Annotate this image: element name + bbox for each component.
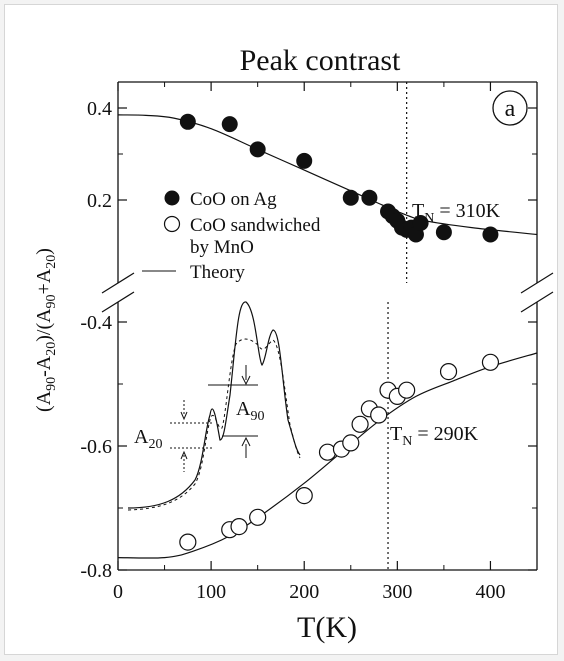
theory-curve-lower [117, 352, 538, 559]
panel-label-circle [492, 90, 528, 126]
point-coo-sandwiched [342, 434, 360, 452]
legend-label-coo-sandwiched: CoO sandwiched by MnO [190, 215, 321, 258]
inset-a20-label: A20 [134, 426, 162, 452]
panel-label: a [505, 96, 516, 122]
point-coo-on-ag [435, 224, 452, 241]
legend: CoO on Ag CoO sandwiched by MnO Theory [142, 189, 321, 283]
y-tick-label: -0.6 [80, 436, 112, 458]
figure-frame [4, 4, 558, 655]
point-coo-sandwiched [249, 508, 267, 526]
point-coo-sandwiched [351, 415, 369, 433]
point-coo-sandwiched [295, 487, 313, 505]
theory-curve-upper [117, 114, 538, 236]
point-coo-on-ag [361, 189, 378, 206]
y-axis-label: (A90-A20)/(A90+A20) [33, 248, 59, 412]
inset-a20-arrowhead-top [180, 411, 188, 421]
inset-spectrum: A90 A20 [127, 301, 301, 511]
y-tick-label: 0.4 [87, 98, 112, 120]
x-tick-label: 0 [113, 581, 123, 603]
legend-label-theory: Theory [190, 262, 245, 283]
point-coo-on-ag [482, 226, 499, 243]
point-coo-sandwiched [318, 443, 337, 461]
legend-marker-filled [164, 190, 180, 206]
tn-upper-label: TN = 310K [412, 200, 501, 226]
tn-lower-label: TN = 290K [390, 423, 479, 449]
axis-break-mask-left [110, 283, 126, 302]
inset-dashed-curve [127, 338, 301, 511]
point-coo-on-ag [412, 215, 429, 231]
point-coo-sandwiched [230, 517, 248, 536]
point-coo-on-ag [249, 141, 266, 158]
inset-solid-curve [127, 301, 301, 509]
y-tick-label: -0.4 [80, 312, 112, 334]
axis-break-mark-right-1 [520, 272, 554, 294]
inset-a20-arrowhead-bottom [180, 450, 188, 460]
point-coo-on-ag [342, 189, 359, 206]
y-tick-label: -0.8 [80, 560, 112, 582]
x-tick-label: 300 [382, 581, 412, 603]
axis-break-mark-left-1 [101, 272, 135, 294]
inset-a90-arrowhead-top [241, 375, 251, 386]
chart-title: Peak contrast [240, 44, 401, 77]
point-coo-on-ag [179, 113, 196, 130]
point-coo-sandwiched [370, 406, 388, 424]
point-coo-on-ag [296, 152, 313, 169]
point-coo-sandwiched [179, 533, 197, 551]
x-tick-label: 200 [289, 581, 319, 603]
inset-a90-arrowhead-bottom [241, 436, 251, 447]
x-tick-label: 400 [475, 581, 505, 603]
point-coo-on-ag [221, 116, 238, 133]
axis-break-mark-left-2 [101, 291, 135, 313]
point-coo-sandwiched [481, 353, 500, 371]
panel-label-badge: a [492, 90, 528, 126]
axis-break-mark-right-2 [520, 291, 554, 313]
x-axis-label: T(K) [297, 611, 357, 644]
point-coo-sandwiched [439, 363, 458, 381]
axis-break-mask-right [529, 283, 545, 302]
legend-marker-open [163, 215, 181, 233]
point-coo-sandwiched [398, 381, 416, 399]
inset-a90-label: A90 [236, 398, 264, 424]
legend-label-coo-on-ag: CoO on Ag [190, 189, 277, 210]
x-tick-label: 100 [196, 581, 226, 603]
y-tick-label: 0.2 [87, 190, 112, 212]
